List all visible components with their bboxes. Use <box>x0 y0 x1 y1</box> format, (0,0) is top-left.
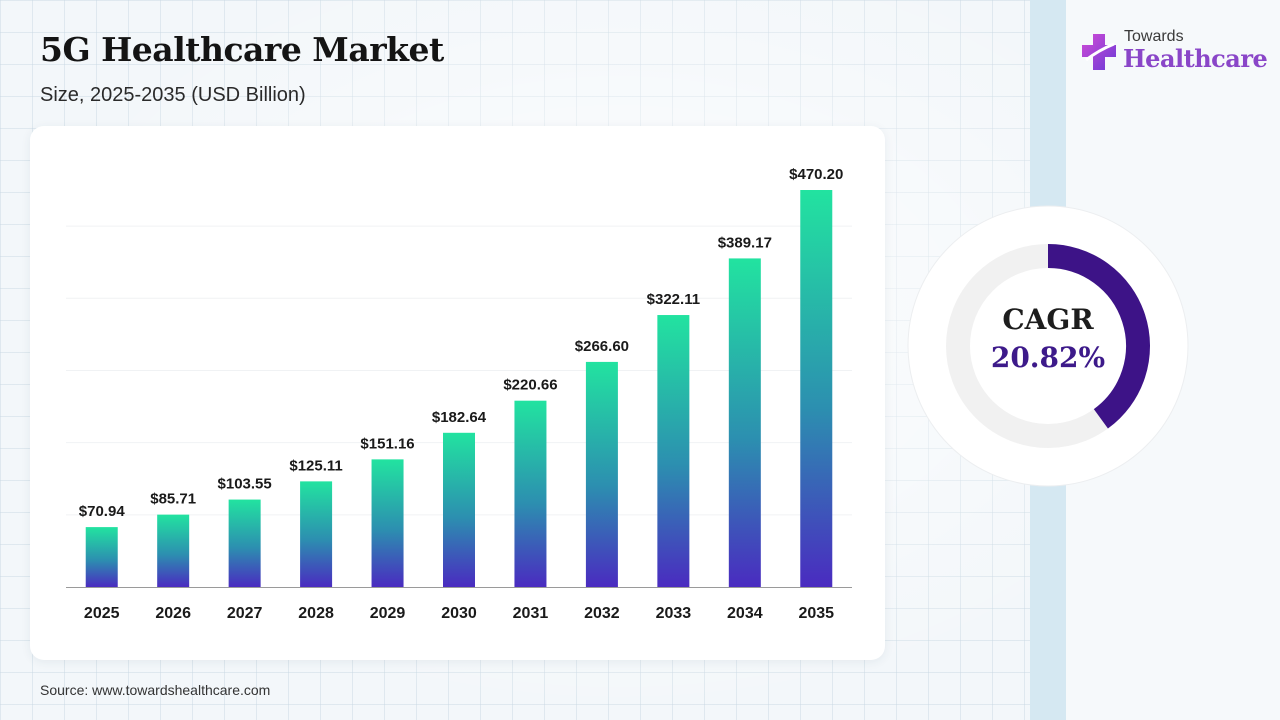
bar-2025 <box>85 527 118 587</box>
cagr-donut: CAGR 20.82% <box>907 205 1189 487</box>
page-title: 5G Healthcare Market <box>40 30 444 69</box>
logo-small-text: Towards <box>1124 28 1184 45</box>
x-tick-2033: 2033 <box>656 605 692 622</box>
source-note: Source: www.towardshealthcare.com <box>40 682 271 698</box>
data-label-2033: $322.11 <box>647 291 700 308</box>
data-label-2032: $266.60 <box>575 338 629 355</box>
x-tick-2029: 2029 <box>370 605 406 622</box>
data-label-2027: $103.55 <box>218 476 272 493</box>
bar-2026 <box>157 514 190 587</box>
x-tick-2032: 2032 <box>584 605 620 622</box>
bar-2031 <box>514 400 547 587</box>
logo-big-text: Healthcare <box>1123 44 1268 73</box>
chart-card: $70.94 $85.71 $103.55 $125.11 $151.16 $182.64… <box>30 126 885 660</box>
bar-2027 <box>228 499 261 587</box>
x-tick-2035: 2035 <box>798 605 834 622</box>
data-label-2026: $85.71 <box>150 491 196 508</box>
chart-data-labels: $70.94 $85.71 $103.55 $125.11 $151.16 $182.64… <box>79 166 844 520</box>
data-label-2035: $470.20 <box>789 166 843 183</box>
bar-2034 <box>728 258 761 587</box>
data-label-2029: $151.16 <box>360 435 414 452</box>
bar-2032 <box>585 361 618 587</box>
bar-2029 <box>371 459 404 587</box>
x-tick-2027: 2027 <box>227 605 263 622</box>
bar-2033 <box>657 315 690 587</box>
medical-cross-icon <box>1082 34 1116 70</box>
data-label-2025: $70.94 <box>79 503 126 520</box>
x-tick-2031: 2031 <box>513 605 549 622</box>
page-subtitle: Size, 2025-2035 (USD Billion) <box>40 84 306 106</box>
brand-logo: Towards Healthcare <box>1080 28 1268 78</box>
bar-2030 <box>443 432 475 587</box>
cagr-value: 20.82% <box>990 341 1106 374</box>
bar-chart: $70.94 $85.71 $103.55 $125.11 $151.16 $182.64… <box>66 166 852 622</box>
x-tick-2030: 2030 <box>441 605 477 622</box>
data-label-2031: $220.66 <box>503 377 557 394</box>
chart-x-tick-labels: 2025 2026 2027 2028 2029 2030 2031 2032 2033 2034… <box>84 605 834 622</box>
x-tick-2025: 2025 <box>84 605 120 622</box>
data-label-2034: $389.17 <box>718 234 772 251</box>
bar-2035 <box>800 190 833 587</box>
data-label-2028: $125.11 <box>289 457 342 474</box>
x-tick-2028: 2028 <box>298 605 334 622</box>
cagr-ring-arc <box>1047 244 1150 429</box>
cagr-label: CAGR <box>1002 303 1094 336</box>
x-tick-2026: 2026 <box>155 605 191 622</box>
chart-bars <box>85 190 833 587</box>
data-label-2030: $182.64 <box>432 409 487 426</box>
bar-2028 <box>300 481 333 587</box>
x-tick-2034: 2034 <box>727 605 763 622</box>
